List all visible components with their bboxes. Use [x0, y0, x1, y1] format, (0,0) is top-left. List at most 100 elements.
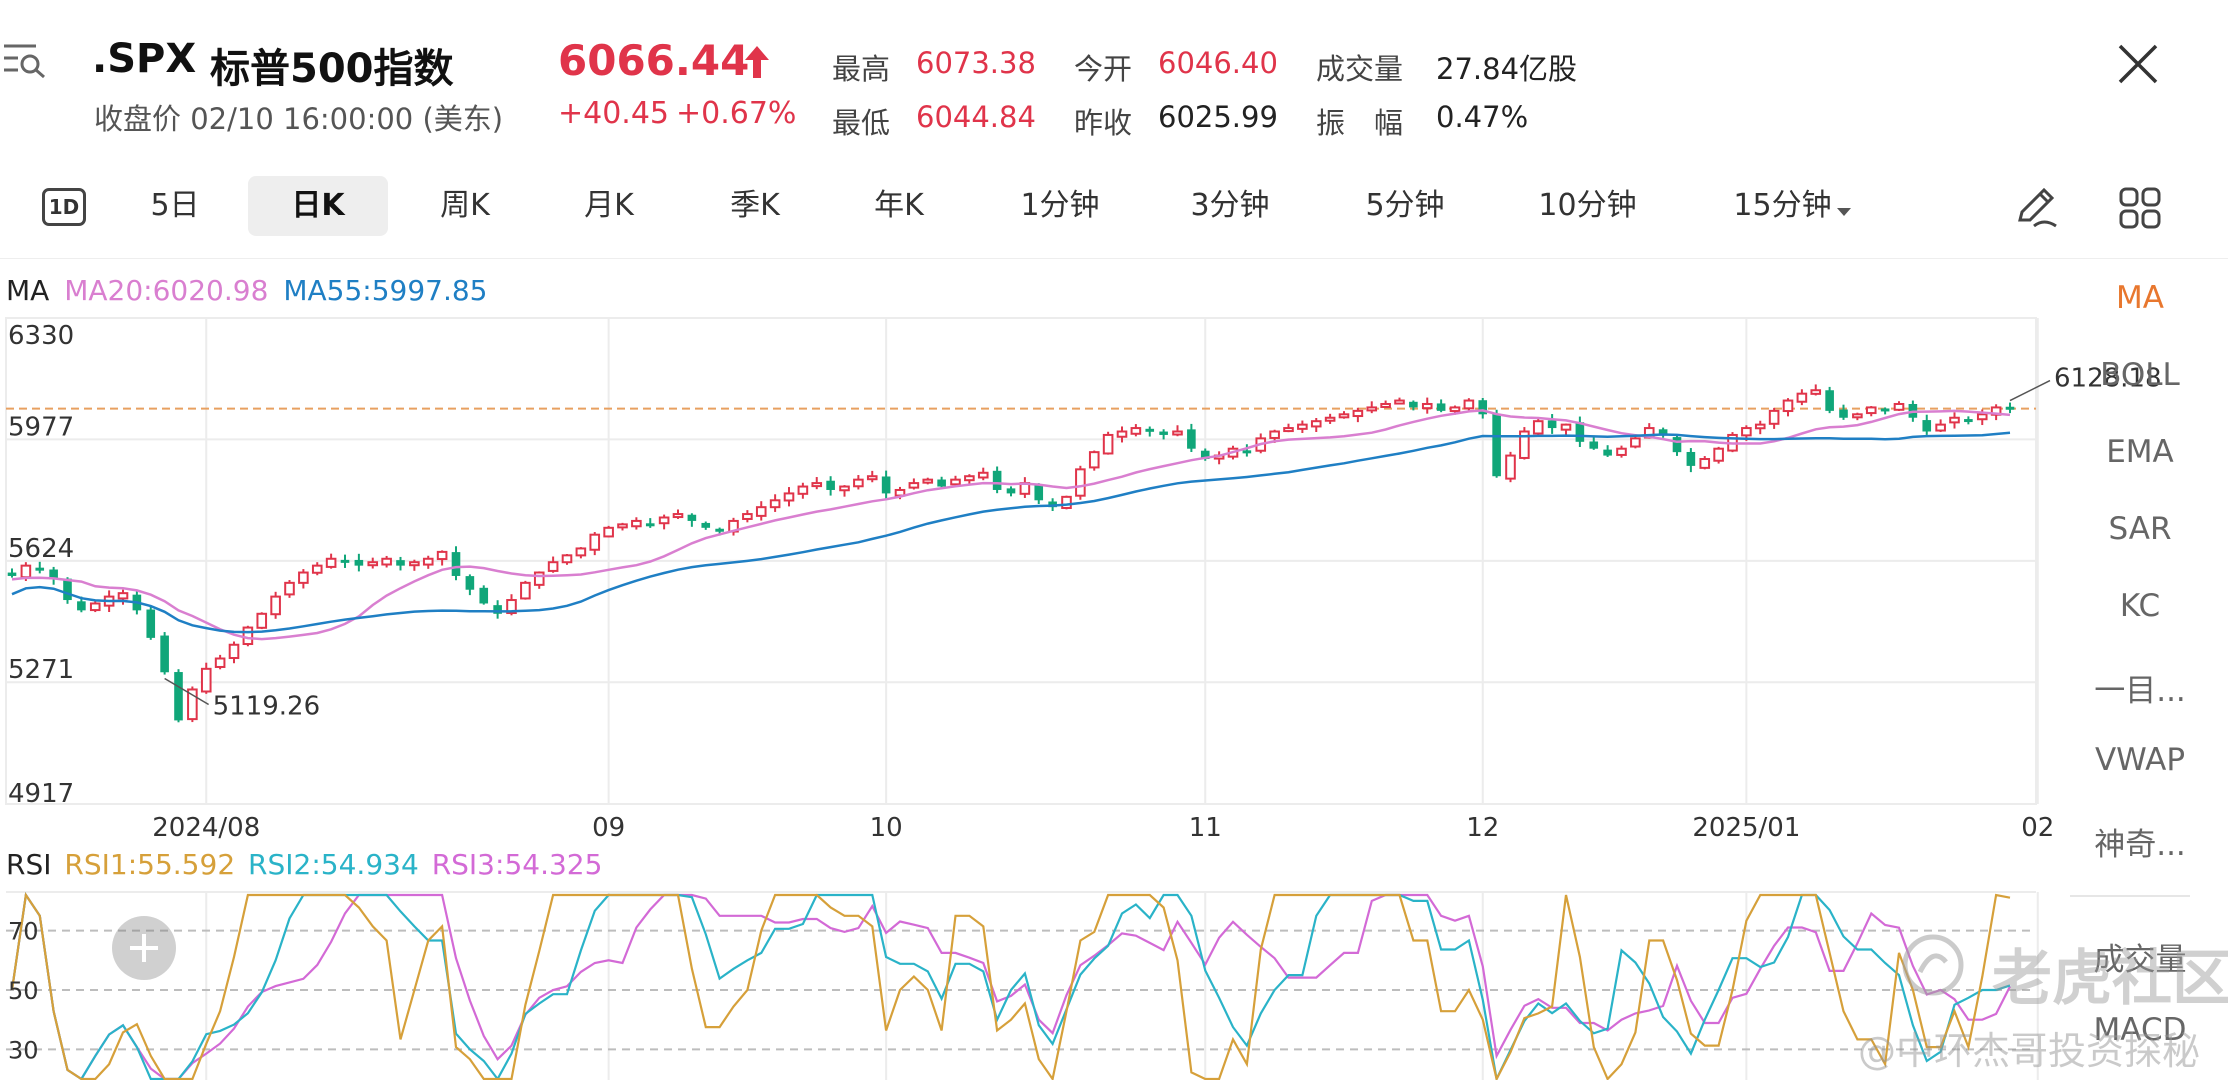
candle-body-up [1269, 430, 1280, 439]
candle-body-down [1200, 450, 1210, 460]
tab-quarterly-k[interactable]: 季K [730, 188, 780, 223]
candle-body-up [1741, 427, 1752, 437]
candle-body-up [755, 506, 767, 517]
indicator-ichimoku[interactable]: 一目... [2094, 673, 2186, 709]
candle-body-down [493, 605, 502, 614]
candle-body-up [1380, 402, 1391, 408]
indicator-macd[interactable]: MACD [2093, 1012, 2187, 1048]
stat-value: 6073.38 [916, 46, 1036, 80]
last-price: 6066.44 [558, 36, 750, 85]
candle-body-up [214, 657, 226, 668]
candle-body-down [1575, 422, 1585, 442]
candle-body-up [1810, 389, 1822, 395]
candle-body-up [783, 492, 795, 502]
x-tick-label: 02 [2021, 813, 2054, 843]
candle-body-up [311, 564, 323, 574]
candle-body-down [63, 578, 72, 601]
tab-5min[interactable]: 5分钟 [1365, 188, 1445, 223]
main-grid [5, 317, 2039, 805]
candle-body-down [1145, 428, 1155, 432]
indicator-volume[interactable]: 成交量 [2093, 942, 2187, 978]
candle-body-down [174, 672, 183, 721]
candle-body-down [1658, 429, 1668, 435]
grid-layout-icon[interactable] [2118, 186, 2162, 230]
ma55-value: 5997.85 [371, 274, 488, 307]
candle-body-up [1352, 409, 1364, 418]
candle-body-up [1505, 454, 1516, 480]
tab-1d[interactable]: 1D [42, 176, 86, 236]
candle-body-down [1825, 390, 1834, 411]
candle-body-up [422, 557, 434, 566]
candle-body-down [1880, 408, 1890, 412]
tab-monthly-k[interactable]: 月K [584, 188, 634, 223]
candle-body-up [811, 482, 823, 488]
indicator-ema[interactable]: EMA [2106, 434, 2174, 470]
candle-body-up [1116, 430, 1128, 438]
rsi3-value: 54.325 [504, 848, 603, 881]
x-tick-label: 09 [592, 813, 625, 843]
indicator-ma[interactable]: MA [2116, 280, 2164, 316]
tab-weekly-k[interactable]: 周K [440, 188, 490, 223]
tab-yearly-k[interactable]: 年K [874, 188, 924, 223]
candle-body-up [1796, 392, 1808, 403]
tab-daily-k[interactable]: 日K [248, 176, 388, 236]
indicator-sar[interactable]: SAR [2108, 511, 2172, 547]
candle-body-up [672, 513, 684, 519]
candle-body-down [451, 552, 461, 576]
indicator-vwap[interactable]: VWAP [2094, 742, 2186, 778]
menu-search-icon[interactable] [2, 40, 48, 80]
candle-body-down [1547, 420, 1557, 429]
watermark-brand: 老虎社区 [1992, 944, 2228, 1014]
candle-body-up [284, 581, 295, 596]
tab-15min[interactable]: 15分钟 [1733, 188, 1832, 223]
candle-body-down [1242, 450, 1252, 454]
candle-body-up [1366, 406, 1378, 412]
indicator-boll[interactable]: BOLL [2100, 357, 2180, 393]
stat-value: 27.84亿股 [1436, 52, 1578, 86]
tab-10min[interactable]: 10分钟 [1538, 188, 1637, 223]
indicator-kc[interactable]: KC [2119, 588, 2161, 624]
candle-body-down [1409, 401, 1418, 408]
indicator-magic[interactable]: 神奇... [2094, 827, 2186, 863]
rsi2-value: 54.934 [320, 848, 419, 881]
y-tick-label: 5977 [8, 412, 74, 442]
candle-body-down [479, 587, 489, 604]
ma20-value: 6020.98 [152, 274, 269, 307]
rsi1-name: RSI1 [64, 848, 128, 881]
ma55-line [11, 431, 2011, 634]
candle-body-up [1310, 420, 1322, 428]
candle-body-down [340, 559, 350, 563]
candle-body-down [77, 601, 86, 611]
tab-1min[interactable]: 1分钟 [1020, 188, 1100, 223]
candle-body-up [1075, 468, 1086, 497]
pencil-icon[interactable] [2012, 184, 2058, 230]
candle-body-up [1852, 413, 1863, 419]
candles [7, 384, 2015, 723]
tab-5day[interactable]: 5日 [150, 188, 200, 223]
x-tick-label: 11 [1189, 813, 1222, 843]
candle-body-up [922, 478, 934, 484]
close-icon[interactable] [2116, 42, 2160, 86]
candle-body-down [7, 572, 17, 576]
candle-body-up [1172, 430, 1183, 436]
ticker-name: 标普500指数 [210, 46, 454, 92]
candle-body-up [506, 599, 517, 615]
annotation-low-label: 5119.26 [213, 691, 321, 721]
ma-label: MA [6, 274, 50, 307]
candle-body-down [146, 609, 156, 638]
candle-body-down [881, 476, 891, 494]
chart-labels: 6330 5977 5624 5271 4917 2024/08 09 10 11 12 2025/… [8, 321, 2162, 1064]
add-crosshair-button[interactable] [112, 916, 176, 980]
candle-body-down [1603, 449, 1612, 456]
candle-body-down [1589, 441, 1599, 449]
candle-body-down [35, 567, 45, 571]
candle-body-up [603, 526, 614, 538]
rsi-grid [6, 891, 2039, 1080]
chevron-down-icon[interactable] [1836, 202, 1852, 216]
candle-body-up [769, 499, 781, 509]
candle-body-up [1768, 409, 1780, 425]
tab-3min[interactable]: 3分钟 [1190, 188, 1270, 223]
candle-body-down [1686, 451, 1696, 466]
